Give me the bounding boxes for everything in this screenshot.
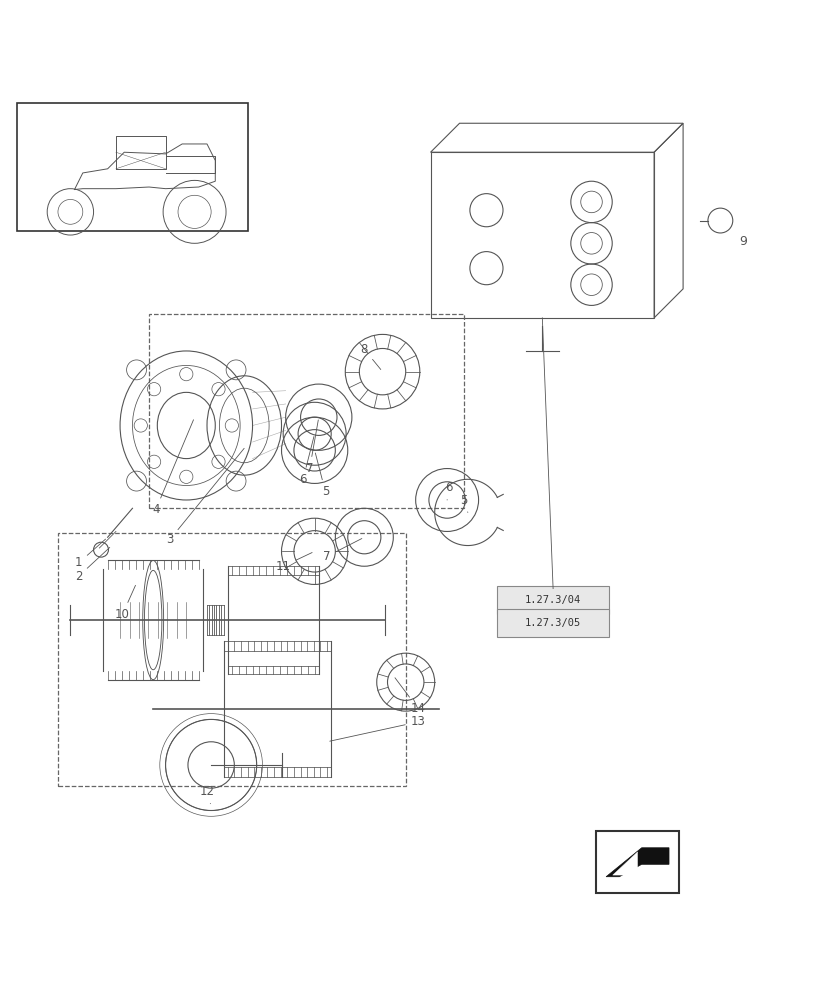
Text: 11: 11 (275, 553, 312, 573)
Polygon shape (605, 848, 668, 877)
Text: 5: 5 (315, 453, 328, 498)
FancyBboxPatch shape (595, 831, 678, 893)
Text: 6: 6 (299, 436, 313, 486)
Text: 14: 14 (394, 678, 425, 715)
Polygon shape (612, 852, 637, 875)
Text: 8: 8 (361, 343, 380, 370)
Circle shape (93, 542, 108, 557)
Text: 1.27.3/04: 1.27.3/04 (524, 595, 581, 605)
FancyBboxPatch shape (17, 103, 248, 231)
Text: 10: 10 (115, 585, 136, 621)
Text: 4: 4 (151, 420, 194, 516)
Text: 13: 13 (329, 715, 425, 741)
Text: 12: 12 (199, 785, 214, 804)
Text: 6: 6 (444, 481, 452, 500)
Text: 1.27.3/05: 1.27.3/05 (524, 618, 581, 628)
Text: 7: 7 (323, 539, 361, 563)
Text: 3: 3 (166, 448, 244, 546)
Text: 7: 7 (305, 420, 318, 475)
Text: 5: 5 (460, 494, 467, 512)
FancyBboxPatch shape (496, 586, 609, 614)
Text: 1: 1 (74, 539, 105, 569)
Text: 2: 2 (74, 547, 110, 583)
Text: 9: 9 (739, 235, 747, 248)
FancyBboxPatch shape (496, 609, 609, 637)
